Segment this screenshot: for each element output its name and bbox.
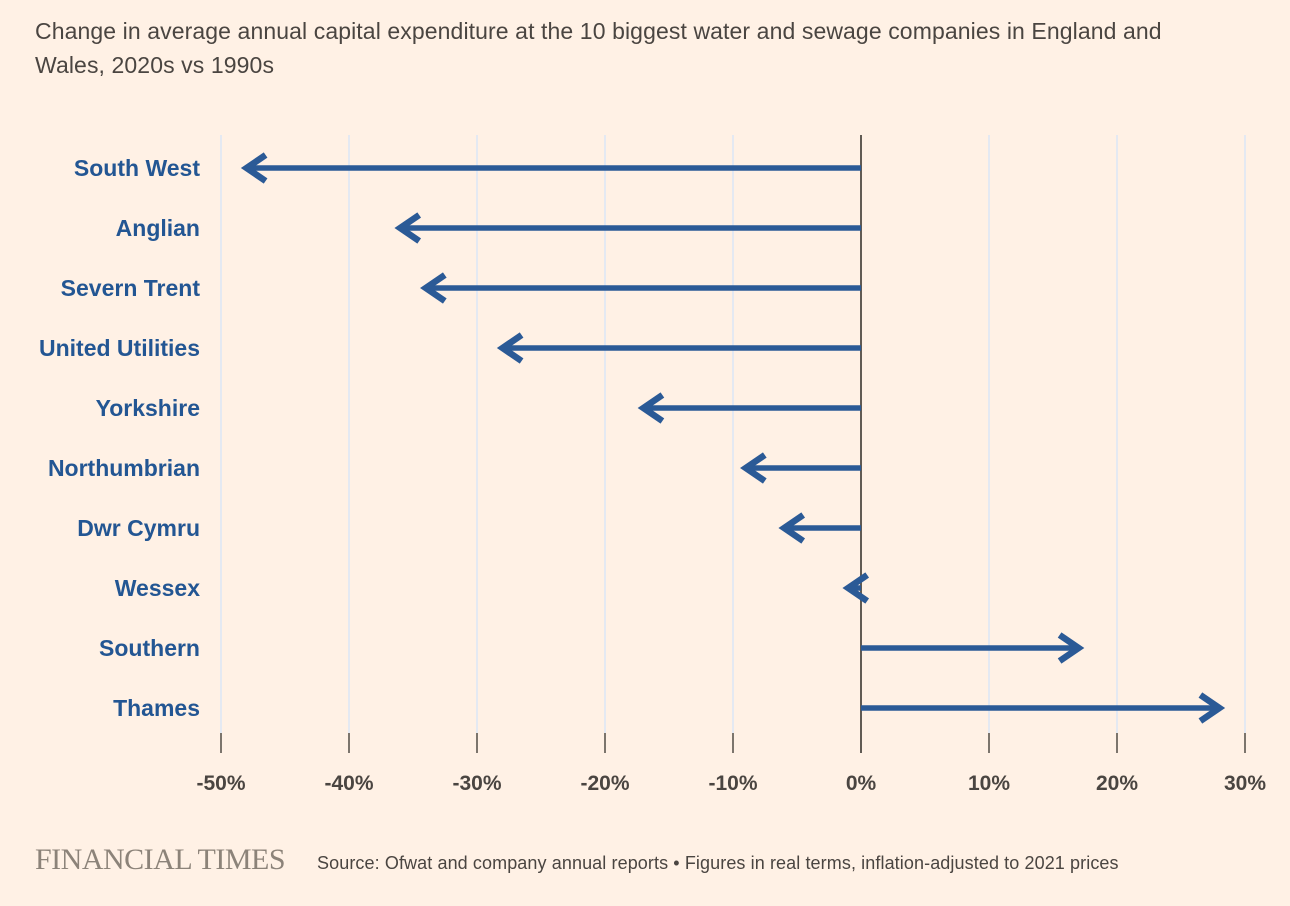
- arrow-northumbrian: [740, 452, 861, 484]
- axis-tick-label: -40%: [324, 772, 373, 795]
- arrow-south-west: [240, 152, 861, 184]
- row-label-wessex: Wessex: [114, 575, 200, 601]
- arrow-severn-trent: [420, 272, 861, 304]
- arrow-head: [842, 572, 870, 604]
- arrow-head: [1198, 692, 1226, 724]
- row-label-united-utilities: United Utilities: [38, 335, 200, 361]
- row-label-northumbrian: Northumbrian: [47, 455, 200, 481]
- axis-tick-label: 30%: [1224, 772, 1266, 795]
- source-note: Source: Ofwat and company annual reports…: [317, 853, 1119, 873]
- axis-tick-label: -30%: [452, 772, 501, 795]
- arrow-wessex: [842, 572, 870, 604]
- row-label-south-west: South West: [73, 155, 200, 181]
- arrow-head: [394, 212, 422, 244]
- row-label-anglian: Anglian: [115, 215, 200, 241]
- arrow-head: [1057, 632, 1085, 664]
- arrow-thames: [861, 692, 1226, 724]
- arrow-yorkshire: [637, 392, 861, 424]
- row-label-dwr-cymru: Dwr Cymru: [77, 515, 200, 541]
- axis-tick-label: -20%: [580, 772, 629, 795]
- arrow-dwr-cymru: [778, 512, 861, 544]
- axis-tick-label: 0%: [846, 772, 877, 795]
- financial-times-logo: FINANCIAL TIMES: [35, 843, 286, 876]
- arrow-head: [740, 452, 767, 484]
- arrow-chart-plot: -50% -40% -30% -20% -10% 0% 10% 20% 30%: [196, 135, 1266, 795]
- arrow-head: [778, 512, 806, 544]
- arrow-head: [420, 272, 447, 304]
- arrow-southern: [861, 632, 1085, 664]
- row-label-southern: Southern: [99, 635, 200, 661]
- row-label-thames: Thames: [113, 695, 200, 721]
- arrow-united-utilities: [496, 332, 861, 364]
- chart-footer: FINANCIAL TIMES Source: Ofwat and compan…: [35, 843, 1275, 877]
- arrow-anglian: [394, 212, 861, 244]
- axis-tick-label: -10%: [708, 772, 757, 795]
- axis-tick-label: 20%: [1096, 772, 1138, 795]
- chart-title: Change in average annual capital expendi…: [35, 18, 1162, 78]
- arrow-head: [637, 392, 665, 424]
- company-labels-column: South West Anglian Severn Trent United Util…: [0, 135, 200, 760]
- row-label-yorkshire: Yorkshire: [95, 395, 200, 421]
- axis-tick-label: 10%: [968, 772, 1010, 795]
- arrow-head: [240, 152, 268, 184]
- arrow-head: [496, 332, 524, 364]
- row-label-severn-trent: Severn Trent: [60, 275, 200, 301]
- axis-tick-label: -50%: [196, 772, 245, 795]
